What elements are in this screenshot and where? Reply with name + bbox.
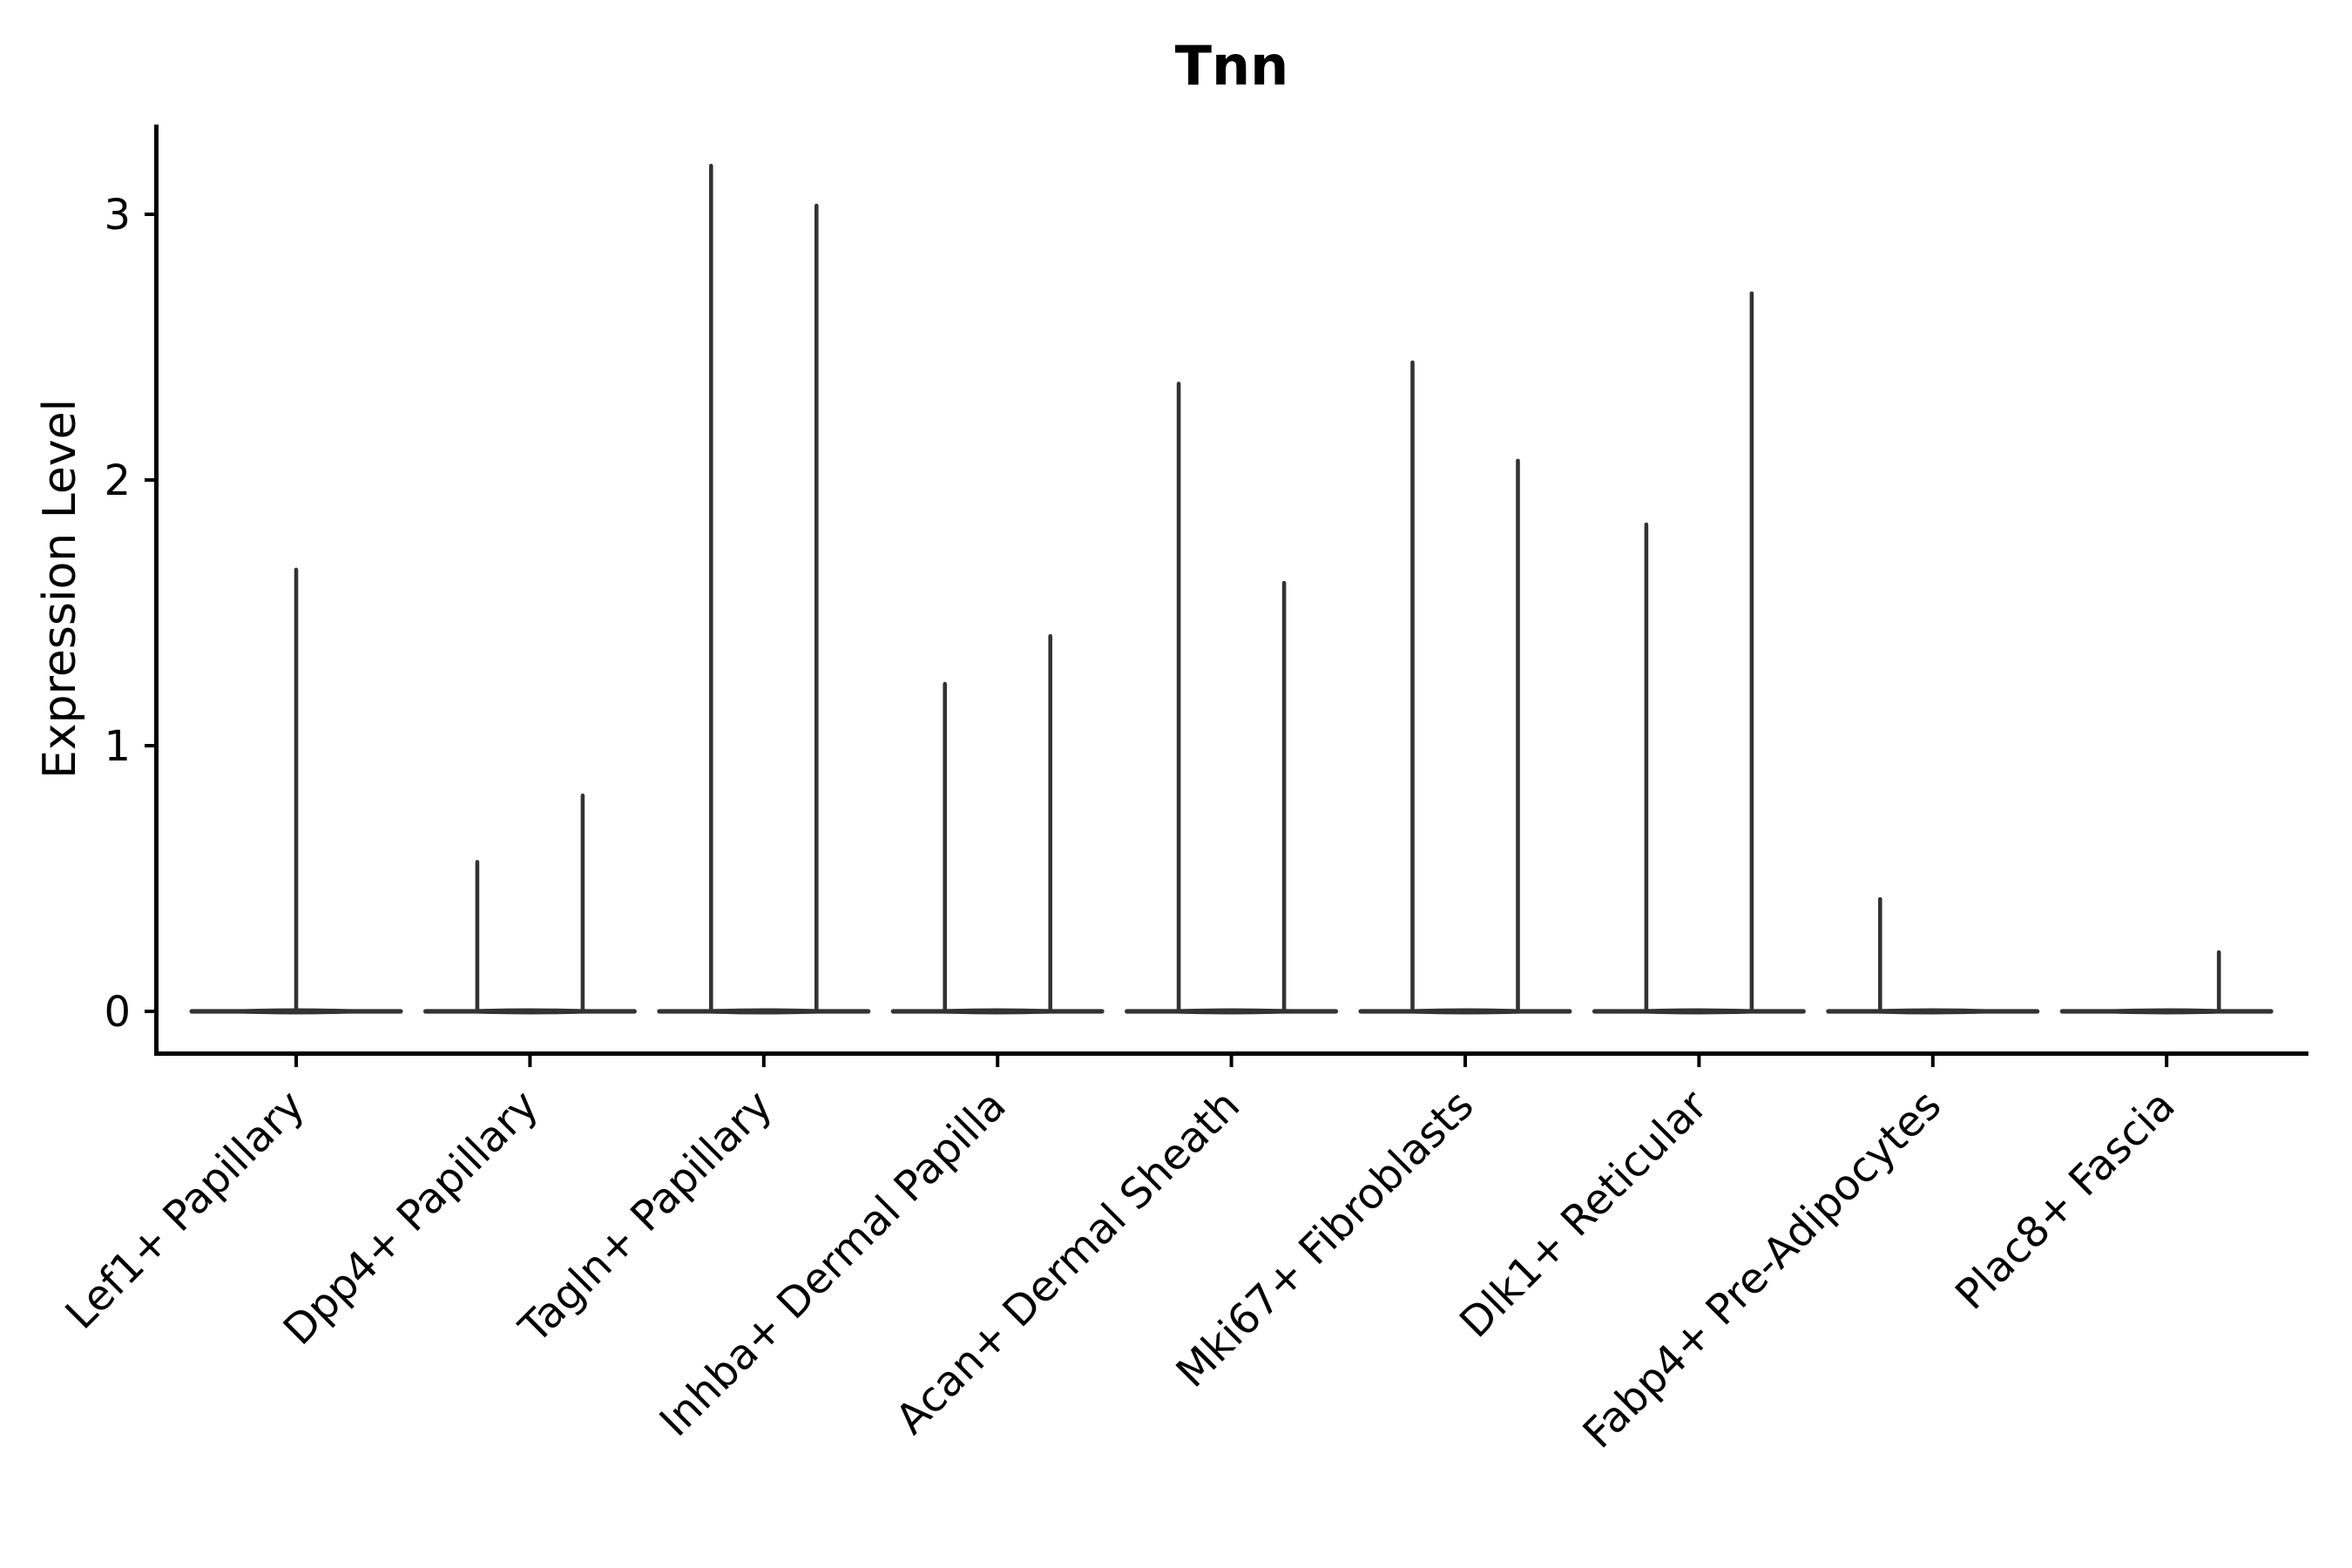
violin xyxy=(1592,291,1806,1015)
violin-spike xyxy=(1281,580,1287,1013)
y-tick-label: 1 xyxy=(104,722,131,771)
violin xyxy=(422,793,637,1015)
x-category-label: Plac8+ Fascia xyxy=(1946,1081,2185,1320)
y-tick-label: 0 xyxy=(104,988,131,1037)
chart-title: Tnn xyxy=(1175,34,1289,98)
violin-spike xyxy=(1176,382,1181,1013)
violin xyxy=(189,567,403,1015)
x-category-label: Lef1+ Papillary xyxy=(57,1081,314,1339)
violin-spike xyxy=(814,203,819,1014)
y-tick-label: 3 xyxy=(104,191,131,240)
violin xyxy=(1125,382,1339,1015)
violin xyxy=(1826,896,2040,1015)
violins xyxy=(189,164,2274,1015)
violin xyxy=(1358,360,1572,1015)
y-tick-label: 2 xyxy=(104,456,131,505)
violin xyxy=(890,633,1105,1015)
violin-spike xyxy=(580,793,585,1013)
axes xyxy=(145,125,2308,1067)
y-tick-labels: 0 1 2 3 xyxy=(104,191,131,1037)
violin-spike xyxy=(294,567,299,1013)
violin-spike xyxy=(1749,291,1754,1013)
violin-spike xyxy=(943,681,947,1013)
violin-spike xyxy=(1644,522,1649,1013)
y-axis-label: Expression Level xyxy=(34,399,86,779)
violin-spike xyxy=(1048,633,1052,1013)
violin-spike xyxy=(1878,896,1882,1013)
violin xyxy=(657,164,871,1015)
violin xyxy=(2059,950,2274,1015)
violin-spike xyxy=(2216,950,2221,1013)
violin-spike xyxy=(1410,360,1415,1013)
x-category-label: Dlk1+ Reticular xyxy=(1450,1081,1717,1348)
x-category-label: Tagln+ Papillary xyxy=(510,1081,781,1353)
x-category-label: Dpp4+ Papillary xyxy=(274,1081,548,1355)
violin-spike xyxy=(1516,458,1520,1013)
violin-spike xyxy=(709,164,713,1014)
violin-spike xyxy=(475,860,480,1013)
